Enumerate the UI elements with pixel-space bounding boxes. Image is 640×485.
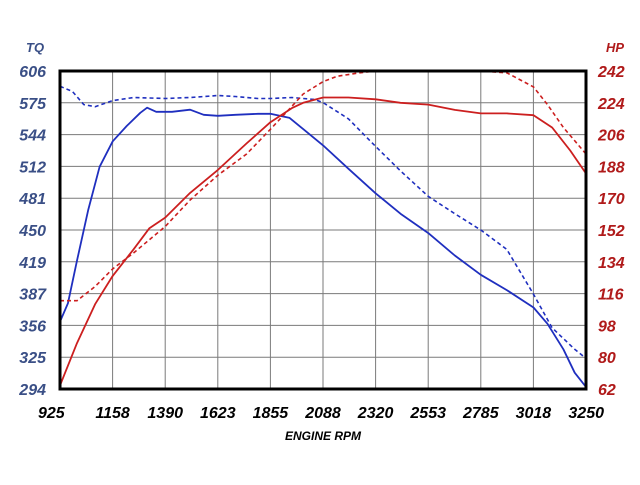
plot-frame bbox=[58, 69, 588, 391]
y-left-tick-label: 575 bbox=[19, 96, 47, 113]
y-right-tick-label: 242 bbox=[597, 64, 625, 81]
x-tick-label: 1390 bbox=[147, 405, 183, 422]
x-axis-label: ENGINE RPM bbox=[285, 429, 362, 443]
x-tick-label: 3250 bbox=[568, 405, 604, 422]
series-layer bbox=[59, 70, 587, 388]
y-left-tick-label: 512 bbox=[19, 159, 46, 176]
y-right-tick-label: 134 bbox=[598, 255, 625, 272]
y-left-tick-label: 450 bbox=[18, 223, 46, 240]
tq-dashed-series-line bbox=[59, 85, 587, 360]
y-axis-left-label: TQ bbox=[26, 40, 44, 55]
x-tick-label: 3018 bbox=[516, 405, 552, 422]
y-left-tick-label: 356 bbox=[19, 318, 46, 335]
x-tick-label: 1623 bbox=[200, 405, 236, 422]
y-right-tick-label: 152 bbox=[598, 223, 625, 240]
y-axis-right-label: HP bbox=[606, 40, 624, 55]
y-left-tick-label: 544 bbox=[19, 128, 46, 145]
tick-layer: 606 575 544 512 481 450 419 387 356 325 294 242 224 2… bbox=[18, 64, 625, 422]
y-left-tick-label: 387 bbox=[19, 287, 47, 304]
y-right-tick-label: 224 bbox=[597, 96, 625, 113]
x-tick-label: 2553 bbox=[409, 405, 446, 422]
y-right-tick-label: 98 bbox=[598, 318, 616, 335]
y-left-tick-label: 481 bbox=[18, 191, 46, 208]
y-left-tick-label: 419 bbox=[18, 255, 46, 272]
tq-solid-series-line bbox=[59, 106, 587, 388]
x-tick-label: 1855 bbox=[253, 405, 290, 422]
y-right-tick-label: 188 bbox=[598, 159, 625, 176]
y-right-tick-label: 206 bbox=[597, 128, 625, 145]
x-tick-label: 925 bbox=[38, 405, 66, 422]
y-left-tick-label: 294 bbox=[18, 382, 46, 399]
x-tick-label: 2088 bbox=[304, 405, 341, 422]
x-tick-label: 1158 bbox=[95, 405, 130, 422]
x-tick-label: 2320 bbox=[357, 405, 394, 422]
grid-layer bbox=[60, 71, 586, 389]
x-tick-label: 2785 bbox=[462, 405, 500, 422]
y-right-tick-label: 62 bbox=[598, 382, 616, 399]
hp-dashed-series-line bbox=[60, 70, 587, 302]
hp-solid-series-line bbox=[59, 96, 587, 386]
y-right-tick-label: 170 bbox=[598, 191, 625, 208]
y-left-tick-label: 325 bbox=[19, 350, 47, 367]
y-right-tick-label: 116 bbox=[598, 287, 624, 304]
y-right-tick-label: 80 bbox=[598, 350, 616, 367]
y-left-tick-label: 606 bbox=[19, 64, 46, 81]
